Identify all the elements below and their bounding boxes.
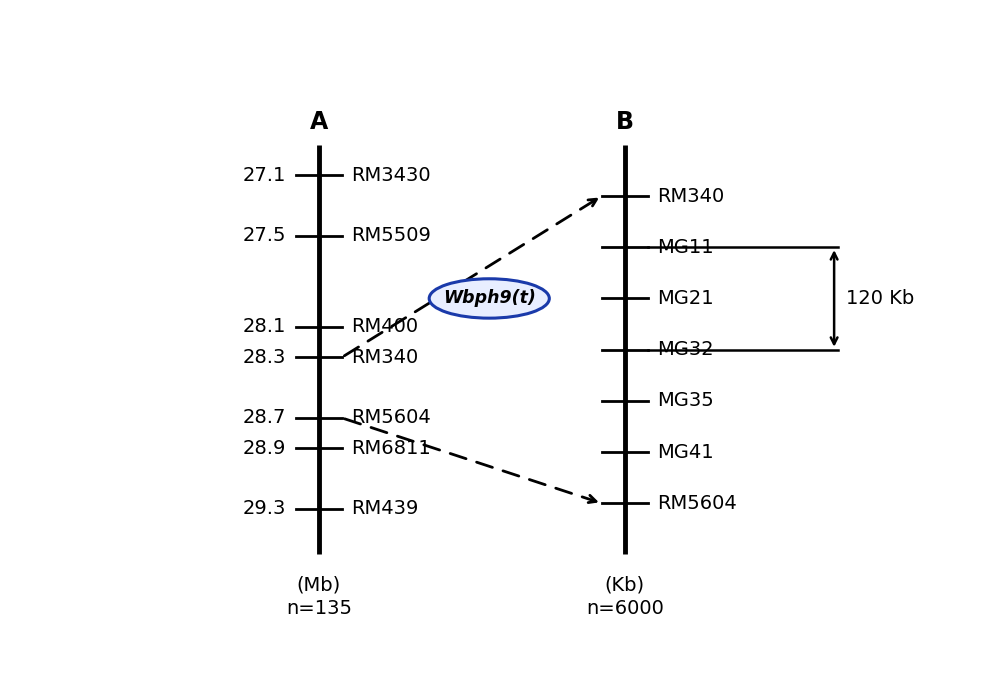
Text: RM5509: RM5509 — [351, 226, 431, 246]
Text: (Mb): (Mb) — [297, 576, 341, 595]
Text: 28.7: 28.7 — [243, 409, 286, 428]
Text: 28.1: 28.1 — [243, 317, 286, 336]
Text: Wbph9(t): Wbph9(t) — [443, 289, 536, 308]
Text: 28.3: 28.3 — [243, 348, 286, 367]
Text: MG41: MG41 — [657, 443, 714, 462]
Text: 120 Kb: 120 Kb — [846, 289, 914, 308]
Text: RM439: RM439 — [351, 499, 419, 518]
Text: n=6000: n=6000 — [586, 599, 664, 618]
Text: RM3430: RM3430 — [351, 166, 431, 185]
Text: MG21: MG21 — [657, 289, 714, 308]
Text: RM340: RM340 — [351, 348, 419, 367]
Text: MG11: MG11 — [657, 238, 714, 256]
Text: 29.3: 29.3 — [243, 499, 286, 518]
Text: (Kb): (Kb) — [605, 576, 645, 595]
Ellipse shape — [429, 279, 549, 318]
Text: 27.1: 27.1 — [243, 166, 286, 185]
Text: MG32: MG32 — [657, 340, 714, 359]
Text: 27.5: 27.5 — [243, 226, 286, 246]
Text: RM5604: RM5604 — [657, 494, 737, 513]
Text: n=135: n=135 — [286, 599, 352, 618]
Text: B: B — [616, 110, 634, 134]
Text: RM6811: RM6811 — [351, 439, 431, 458]
Text: RM400: RM400 — [351, 317, 418, 336]
Text: A: A — [310, 110, 328, 134]
Text: MG35: MG35 — [657, 391, 714, 411]
Text: 28.9: 28.9 — [243, 439, 286, 458]
Text: RM5604: RM5604 — [351, 409, 431, 428]
Text: RM340: RM340 — [657, 187, 725, 205]
